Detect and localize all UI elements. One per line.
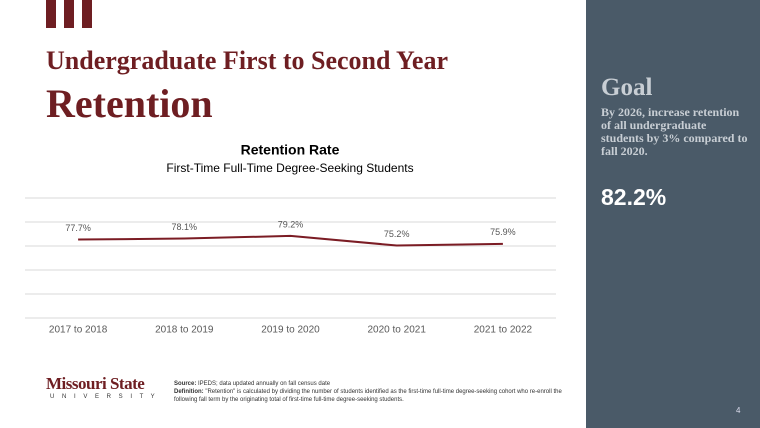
data-label: 79.2% xyxy=(278,219,304,229)
data-label: 78.1% xyxy=(172,222,198,232)
title: Undergraduate First to Second Year xyxy=(46,46,448,75)
goal-text: By 2026, increase retention of all under… xyxy=(601,105,748,158)
x-tick-label: 2018 to 2019 xyxy=(155,325,214,336)
goal-panel xyxy=(586,0,760,428)
goal-value: 82.2% xyxy=(601,184,667,210)
line xyxy=(78,234,503,247)
data-label: 77.7% xyxy=(65,223,91,233)
goal-heading: Goal xyxy=(601,74,653,101)
logo-bar xyxy=(64,0,74,28)
logo-bar xyxy=(46,0,56,28)
chart: Retention Rate First-Time Full-Time Degr… xyxy=(25,142,556,336)
x-tick-label: 2020 to 2021 xyxy=(368,325,427,336)
page-number: 4 xyxy=(736,406,741,415)
data-label: 75.2% xyxy=(384,229,410,239)
definition-text: "Retention" is calculated by dividing th… xyxy=(174,389,562,403)
definition-label: Definition: xyxy=(174,389,204,395)
data-label: 75.9% xyxy=(490,227,516,237)
logo-bar xyxy=(82,0,92,28)
title: Retention xyxy=(46,81,213,126)
chart-title: Retention Rate xyxy=(241,142,340,158)
logo-name: Missouri State xyxy=(46,374,145,393)
x-tick-label: 2021 to 2022 xyxy=(474,325,533,336)
chart-subtitle: First-Time Full-Time Degree-Seeking Stud… xyxy=(166,161,413,175)
source-text: IPEDS; data updated annually on fall cen… xyxy=(198,381,331,387)
logo-sub: U N I V E R S I T Y xyxy=(50,394,158,400)
footnote: Source: IPEDS; data updated annually on … xyxy=(174,380,574,404)
x-tick-label: 2017 to 2018 xyxy=(49,325,108,336)
source-label: Source: xyxy=(174,381,197,387)
x-tick-label: 2019 to 2020 xyxy=(261,325,320,336)
